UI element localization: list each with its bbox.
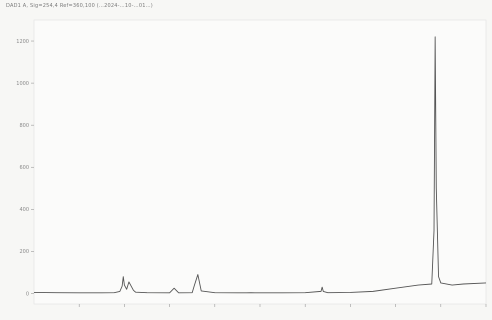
y-tick-label: 1000 (16, 81, 29, 87)
y-tick-label: 800 (19, 123, 29, 129)
y-tick-label: 0 (26, 291, 29, 297)
y-tick-label: 1200 (16, 39, 29, 45)
y-tick-label: 200 (19, 249, 29, 255)
chart-header-text: DAD1 A, Sig=254,4 Ref=360,100 (…2024-…10… (6, 3, 153, 9)
x-axis (78, 304, 487, 307)
plot-area (33, 19, 487, 305)
series-layer (33, 36, 487, 294)
series-line (33, 36, 487, 294)
y-tick-label: 600 (19, 165, 29, 171)
y-axis: 0 200 400 600 800 1000 1200 (16, 39, 34, 297)
y-tick-label: 400 (19, 207, 29, 213)
